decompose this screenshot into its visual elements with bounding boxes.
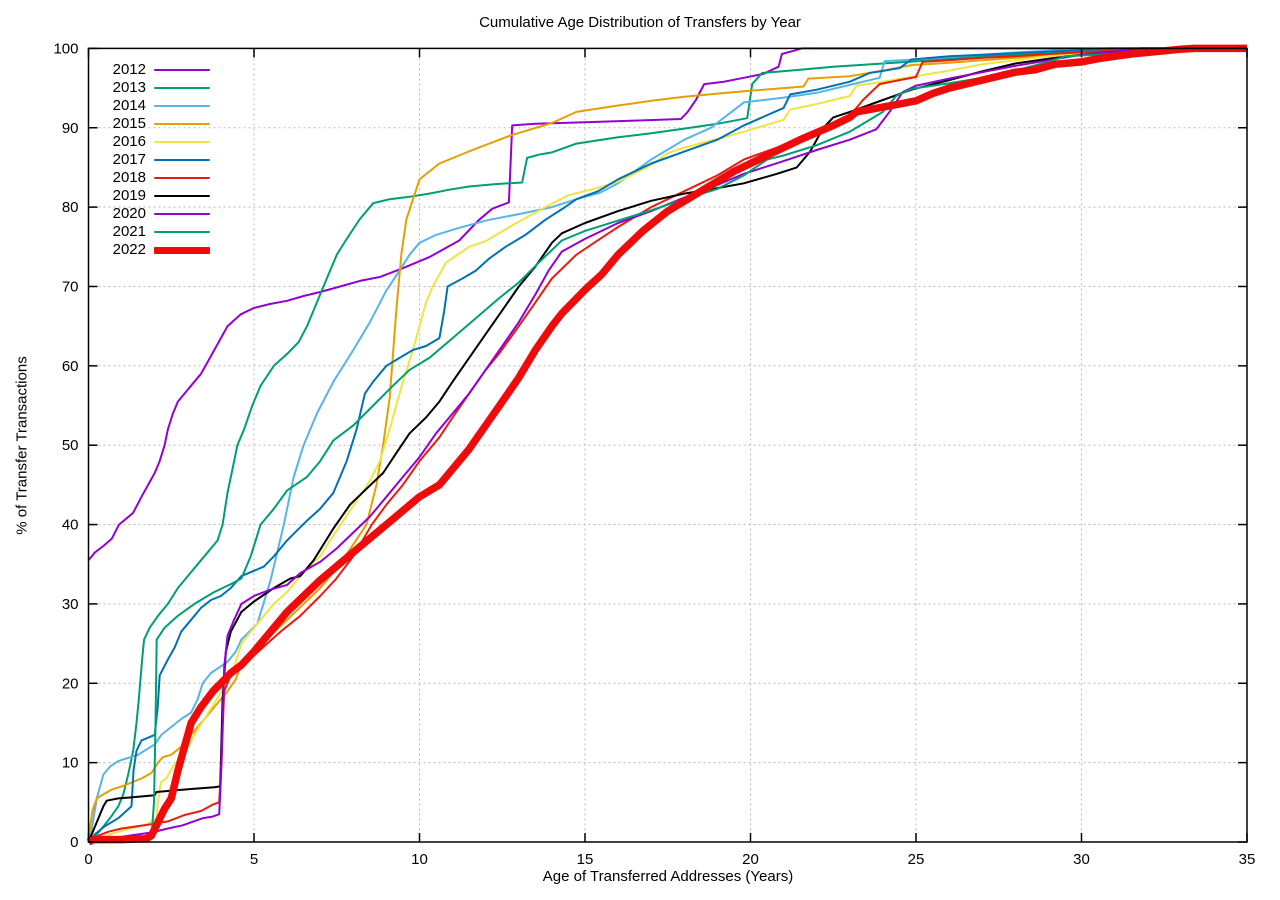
legend-item-2013: 2013	[96, 79, 210, 97]
legend-label: 2016	[112, 133, 146, 150]
legend-line-swatch	[154, 195, 210, 197]
legend-label: 2020	[112, 205, 146, 222]
y-tick-label: 10	[62, 755, 79, 772]
legend-line-swatch	[154, 246, 210, 254]
y-tick-label: 60	[62, 358, 79, 375]
x-axis-label: Age of Transferred Addresses (Years)	[542, 868, 794, 885]
legend-item-2015: 2015	[96, 115, 210, 133]
plot-border	[87, 47, 1248, 843]
legend-label: 2015	[112, 115, 146, 132]
y-tick-label: 90	[62, 120, 79, 137]
series-line-2015	[87, 47, 1247, 843]
x-tick-label: 0	[84, 851, 92, 868]
series-line-2021	[88, 47, 1247, 843]
legend-line-swatch	[154, 231, 210, 233]
legend-item-2022: 2022	[96, 241, 210, 259]
series-line-2016	[88, 47, 1247, 843]
x-tick-label: 5	[250, 851, 258, 868]
legend: 2012 2013 2014 2015 2016 2017 2018 2019 2020 2021…	[96, 61, 210, 259]
x-tick-label: 20	[742, 851, 759, 868]
legend-label: 2021	[112, 223, 146, 240]
legend-item-2019: 2019	[96, 187, 210, 205]
series-line-2022	[86, 44, 1247, 846]
legend-line-swatch	[154, 87, 210, 89]
y-tick-label: 50	[62, 437, 79, 454]
x-tick-label: 25	[908, 851, 925, 868]
legend-item-2016: 2016	[96, 133, 210, 151]
legend-label: 2019	[112, 187, 146, 204]
y-tick-label: 0	[70, 834, 78, 851]
legend-line-swatch	[154, 159, 210, 161]
chart-title: Cumulative Age Distribution of Transfers…	[479, 14, 801, 31]
y-tick-label: 80	[62, 199, 79, 216]
series-line-2014	[87, 47, 1247, 843]
y-tick-label: 40	[62, 517, 79, 534]
y-axis-label: % of Transfer Transactions	[13, 356, 31, 535]
x-tick-label: 35	[1239, 851, 1256, 868]
legend-label: 2017	[112, 151, 146, 168]
legend-label: 2012	[112, 61, 146, 78]
y-tick-label: 20	[62, 675, 79, 692]
legend-label: 2014	[112, 97, 146, 114]
legend-line-swatch	[154, 123, 210, 125]
legend-line-swatch	[154, 177, 210, 179]
legend-item-2012: 2012	[96, 61, 210, 79]
x-tick-label: 30	[1073, 851, 1090, 868]
series-line-2018	[87, 47, 1247, 843]
legend-label: 2022	[112, 241, 146, 258]
legend-item-2017: 2017	[96, 151, 210, 169]
y-tick-label: 100	[53, 40, 78, 57]
y-tick-label: 70	[62, 278, 79, 295]
legend-line-swatch	[154, 69, 210, 71]
series-line-2020	[88, 47, 1247, 843]
legend-item-2014: 2014	[96, 97, 210, 115]
legend-item-2021: 2021	[96, 223, 210, 241]
legend-line-swatch	[154, 105, 210, 107]
x-tick-label: 10	[411, 851, 428, 868]
legend-line-swatch	[154, 213, 210, 215]
series-line-2012	[87, 47, 1247, 561]
legend-item-2020: 2020	[96, 205, 210, 223]
x-tick-label: 15	[577, 851, 594, 868]
legend-item-2018: 2018	[96, 169, 210, 187]
legend-line-swatch	[154, 141, 210, 143]
series-line-2013	[87, 47, 1247, 843]
series-line-2017	[87, 47, 1247, 843]
legend-label: 2018	[112, 169, 146, 186]
y-tick-label: 30	[62, 596, 79, 613]
legend-label: 2013	[112, 79, 146, 96]
series-line-2019	[87, 47, 1247, 843]
